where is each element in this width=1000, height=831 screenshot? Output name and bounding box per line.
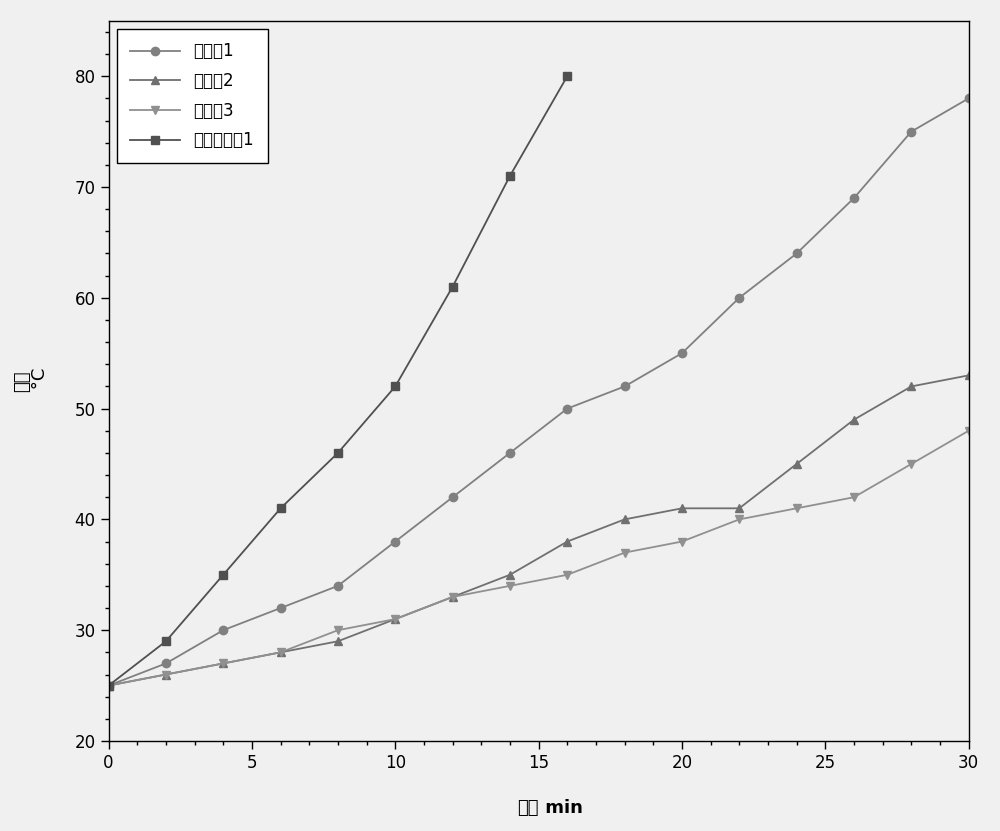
应用例2	[733, 504, 745, 514]
应用例2	[504, 570, 516, 580]
应用例1	[619, 381, 631, 391]
对比应用例1	[103, 681, 115, 691]
应用例3	[905, 459, 917, 469]
应用例1	[791, 248, 803, 258]
应用例1	[561, 404, 573, 414]
应用例2	[619, 514, 631, 524]
应用例1	[275, 603, 287, 613]
应用例3	[275, 647, 287, 657]
Text: min: min	[539, 799, 582, 817]
应用例1	[103, 681, 115, 691]
应用例3	[561, 570, 573, 580]
Line: 对比应用例1: 对比应用例1	[104, 72, 571, 690]
Line: 应用例3: 应用例3	[104, 426, 973, 690]
对比应用例1	[504, 171, 516, 181]
对比应用例1	[160, 637, 172, 647]
应用例2	[963, 371, 975, 381]
Line: 应用例1: 应用例1	[104, 94, 973, 690]
应用例1	[447, 492, 459, 502]
应用例1	[905, 126, 917, 136]
应用例1	[963, 93, 975, 103]
对比应用例1	[561, 71, 573, 81]
Text: 时间: 时间	[517, 799, 539, 817]
应用例3	[504, 581, 516, 591]
对比应用例1	[275, 504, 287, 514]
应用例3	[103, 681, 115, 691]
应用例1	[676, 348, 688, 358]
应用例3	[217, 658, 229, 668]
应用例3	[389, 614, 401, 624]
应用例2	[103, 681, 115, 691]
Legend: 应用例1, 应用例2, 应用例3, 对比应用例1: 应用例1, 应用例2, 应用例3, 对比应用例1	[117, 29, 268, 163]
应用例1	[160, 658, 172, 668]
对比应用例1	[389, 381, 401, 391]
应用例2	[676, 504, 688, 514]
应用例3	[160, 670, 172, 680]
Text: 温度: 温度	[13, 370, 31, 391]
应用例1	[389, 537, 401, 547]
对比应用例1	[332, 448, 344, 458]
应用例3	[447, 592, 459, 602]
应用例2	[217, 658, 229, 668]
应用例2	[447, 592, 459, 602]
Line: 应用例2: 应用例2	[104, 371, 973, 690]
应用例2	[905, 381, 917, 391]
应用例3	[733, 514, 745, 524]
应用例2	[389, 614, 401, 624]
应用例3	[676, 537, 688, 547]
应用例1	[332, 581, 344, 591]
应用例3	[963, 425, 975, 435]
应用例3	[332, 625, 344, 635]
应用例3	[848, 492, 860, 502]
应用例2	[561, 537, 573, 547]
对比应用例1	[217, 570, 229, 580]
应用例1	[504, 448, 516, 458]
应用例1	[733, 293, 745, 302]
应用例2	[332, 637, 344, 647]
应用例2	[275, 647, 287, 657]
应用例2	[791, 459, 803, 469]
应用例2	[160, 670, 172, 680]
应用例3	[791, 504, 803, 514]
应用例2	[848, 415, 860, 425]
Text: °C: °C	[31, 367, 49, 395]
应用例1	[217, 625, 229, 635]
应用例1	[848, 193, 860, 203]
对比应用例1	[447, 282, 459, 292]
应用例3	[619, 548, 631, 558]
